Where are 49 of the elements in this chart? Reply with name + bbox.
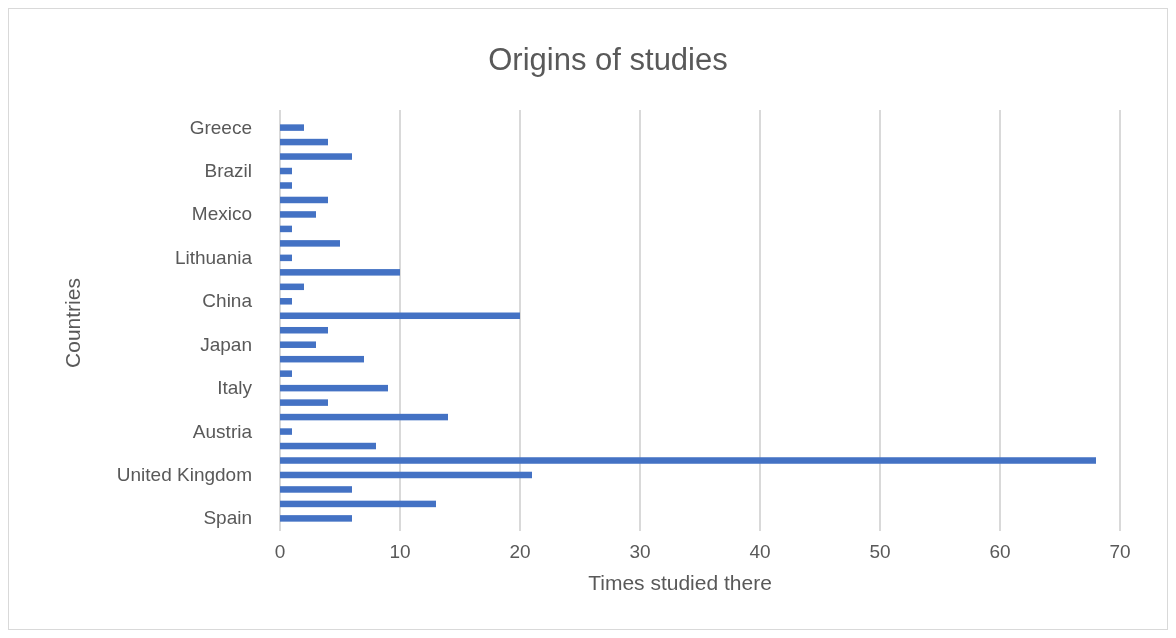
- bar: [280, 384, 388, 392]
- y-tick-label: Japan: [200, 333, 252, 355]
- bar: [280, 167, 292, 175]
- bar: [280, 254, 292, 262]
- bar: [280, 413, 448, 421]
- x-tick-label: 0: [274, 541, 286, 562]
- bar: [280, 399, 328, 406]
- x-tick-label: 10: [389, 541, 411, 562]
- bar: [280, 269, 400, 276]
- bar: [280, 486, 352, 493]
- bar: [280, 471, 532, 479]
- bar: [280, 283, 304, 291]
- y-axis-title: Countries: [61, 278, 84, 368]
- y-tick-label: Austria: [192, 420, 253, 442]
- bar: [280, 312, 520, 320]
- bar: [280, 298, 292, 305]
- bar: [280, 457, 1096, 464]
- bar: [280, 442, 376, 450]
- x-tick-label: 20: [509, 541, 531, 562]
- x-tick-label: 60: [989, 541, 1011, 562]
- y-tick-label: Greece: [189, 116, 252, 138]
- chart-title: Origins of studies: [488, 42, 728, 77]
- bar: [280, 326, 328, 334]
- bar: [280, 182, 292, 189]
- bar: [280, 515, 352, 522]
- bar: [280, 341, 316, 348]
- bar: [280, 211, 316, 218]
- bar: [280, 370, 292, 377]
- bar: [280, 124, 304, 131]
- bar: [280, 355, 364, 363]
- x-tick-label: 40: [749, 541, 771, 562]
- bar: [280, 225, 292, 233]
- y-tick-label: China: [202, 290, 253, 312]
- y-tick-label: United Kingdom: [116, 463, 252, 485]
- x-axis-title: Times studied there: [588, 571, 772, 594]
- bar: [280, 428, 292, 435]
- bar: [280, 196, 328, 204]
- y-tick-label: Mexico: [191, 203, 252, 225]
- bar: [280, 153, 352, 160]
- y-tick-label: Brazil: [204, 160, 252, 182]
- y-tick-label: Lithuania: [174, 246, 253, 268]
- bar: [280, 138, 328, 146]
- y-tick-label: Spain: [203, 507, 252, 529]
- x-tick-label: 30: [629, 541, 651, 562]
- bar: [280, 500, 436, 508]
- x-tick-label: 50: [869, 541, 891, 562]
- x-tick-label: 70: [1109, 541, 1131, 562]
- bar: [280, 240, 340, 247]
- y-tick-label: Italy: [217, 377, 253, 399]
